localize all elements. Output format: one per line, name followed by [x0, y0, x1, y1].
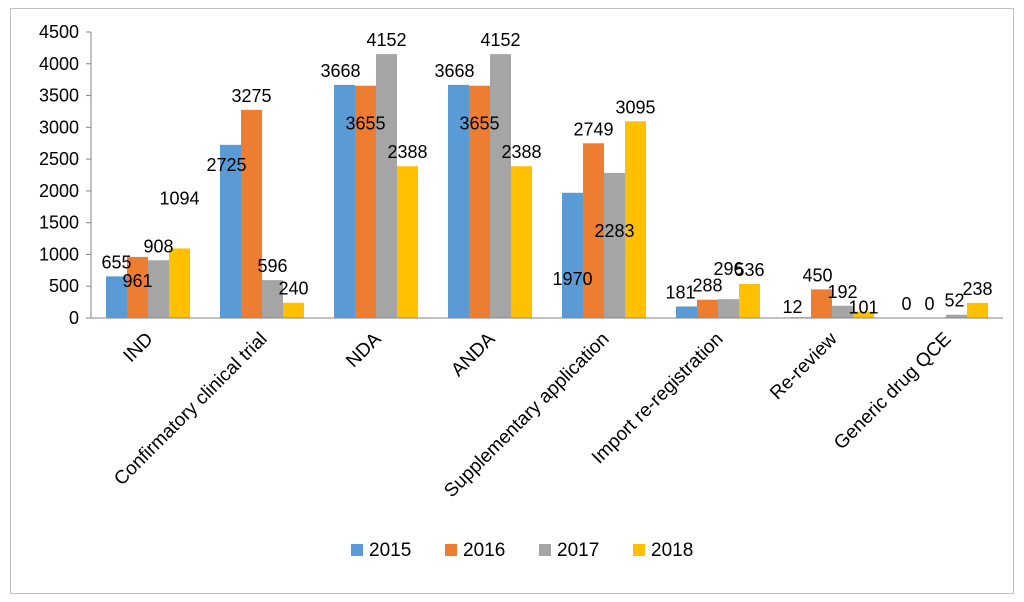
data-label: 288 — [692, 276, 722, 296]
bar-2015-1 — [220, 144, 241, 318]
bar-2017-0 — [148, 260, 169, 318]
legend-swatch — [351, 544, 363, 556]
bar-2016-4 — [583, 143, 604, 318]
bar-2016-3 — [469, 85, 490, 319]
legend-swatch — [445, 544, 457, 556]
bar-2017-5 — [718, 299, 739, 318]
bar-2018-6 — [853, 311, 874, 318]
bar-2015-5 — [676, 306, 697, 318]
x-tick-label: Re-review — [766, 328, 842, 404]
y-tick-label: 2000 — [39, 181, 79, 201]
legend-entry: 2017 — [557, 540, 599, 561]
legend-swatch — [633, 544, 645, 556]
bar-2017-4 — [604, 172, 625, 318]
bar-2018-5 — [739, 283, 760, 318]
y-tick-label: 500 — [49, 276, 79, 296]
bar-2015-2 — [334, 84, 355, 318]
legend-entry: 2015 — [369, 540, 411, 561]
data-label: 2725 — [206, 155, 246, 175]
bar-2015-0 — [106, 276, 127, 318]
data-label: 908 — [143, 236, 173, 256]
bar-2015-4 — [562, 192, 583, 318]
bar-2016-6 — [811, 289, 832, 318]
data-label: 3095 — [615, 97, 655, 117]
data-label: 4152 — [366, 30, 406, 50]
bar-2015-3 — [448, 84, 469, 318]
x-tick-label: Generic drug QCE — [830, 329, 955, 454]
data-label: 596 — [257, 256, 287, 276]
data-label: 536 — [734, 260, 764, 280]
data-label: 12 — [782, 297, 802, 317]
x-tick-label: Import re-registration — [588, 329, 728, 469]
data-label: 238 — [962, 279, 992, 299]
y-axis: 0 500 1000 1500 2000 2500 3000 3500 4000 4500 — [39, 22, 92, 328]
data-label: 192 — [827, 282, 857, 302]
bar-2018-3 — [511, 166, 532, 318]
x-tick-label: IND — [120, 329, 158, 367]
data-label: 450 — [802, 265, 832, 285]
data-label: 4152 — [480, 30, 520, 50]
data-label: 2283 — [594, 221, 634, 241]
y-tick-label: 4500 — [39, 22, 79, 42]
data-label: 240 — [278, 279, 308, 299]
data-label: 2388 — [387, 142, 427, 162]
data-label: 0 — [924, 294, 934, 314]
bar-2018-4 — [625, 121, 646, 318]
data-label: 655 — [101, 252, 131, 272]
bar-2016-1 — [241, 109, 262, 318]
legend-swatch — [539, 544, 551, 556]
data-label: 3668 — [320, 61, 360, 81]
legend: 2015 2016 2017 2018 — [351, 540, 693, 561]
y-tick-label: 1000 — [39, 244, 79, 264]
data-label: 1970 — [552, 269, 592, 289]
data-label: 101 — [848, 298, 878, 318]
bar-2018-1 — [283, 302, 304, 318]
bar-2016-0 — [127, 256, 148, 318]
y-tick-label: 3000 — [39, 117, 79, 137]
x-tick-label: ANDA — [447, 328, 499, 380]
bar-2018-7 — [967, 302, 988, 318]
x-tick-label: NDA — [342, 328, 385, 371]
data-label: 2388 — [501, 142, 541, 162]
data-label: 2749 — [573, 119, 613, 139]
data-label: 961 — [122, 271, 152, 291]
bar-2017-3 — [490, 54, 511, 318]
data-label: 3655 — [459, 114, 499, 134]
data-label: 296 — [713, 259, 743, 279]
bar-2018-0 — [169, 248, 190, 318]
data-label: 1094 — [159, 188, 199, 208]
bars — [106, 54, 988, 319]
data-label: 0 — [901, 294, 911, 314]
y-tick-label: 0 — [69, 308, 79, 328]
data-label: 3668 — [434, 61, 474, 81]
y-tick-label: 4000 — [39, 54, 79, 74]
y-tick-label: 2500 — [39, 149, 79, 169]
data-label: 181 — [665, 282, 695, 302]
data-label: 3655 — [345, 114, 385, 134]
data-label: 3275 — [231, 86, 271, 106]
legend-entry: 2016 — [463, 540, 505, 561]
y-tick-label: 3500 — [39, 86, 79, 106]
data-label: 52 — [944, 291, 964, 311]
y-tick-label: 1500 — [39, 213, 79, 233]
bar-2016-5 — [697, 299, 718, 318]
legend-entry: 2018 — [651, 540, 693, 561]
bar-2017-2 — [376, 54, 397, 318]
bar-2017-1 — [262, 280, 283, 318]
bar-2017-7 — [946, 314, 967, 318]
bar-2018-2 — [397, 166, 418, 318]
bar-2017-6 — [832, 305, 853, 318]
bar-2016-2 — [355, 85, 376, 319]
